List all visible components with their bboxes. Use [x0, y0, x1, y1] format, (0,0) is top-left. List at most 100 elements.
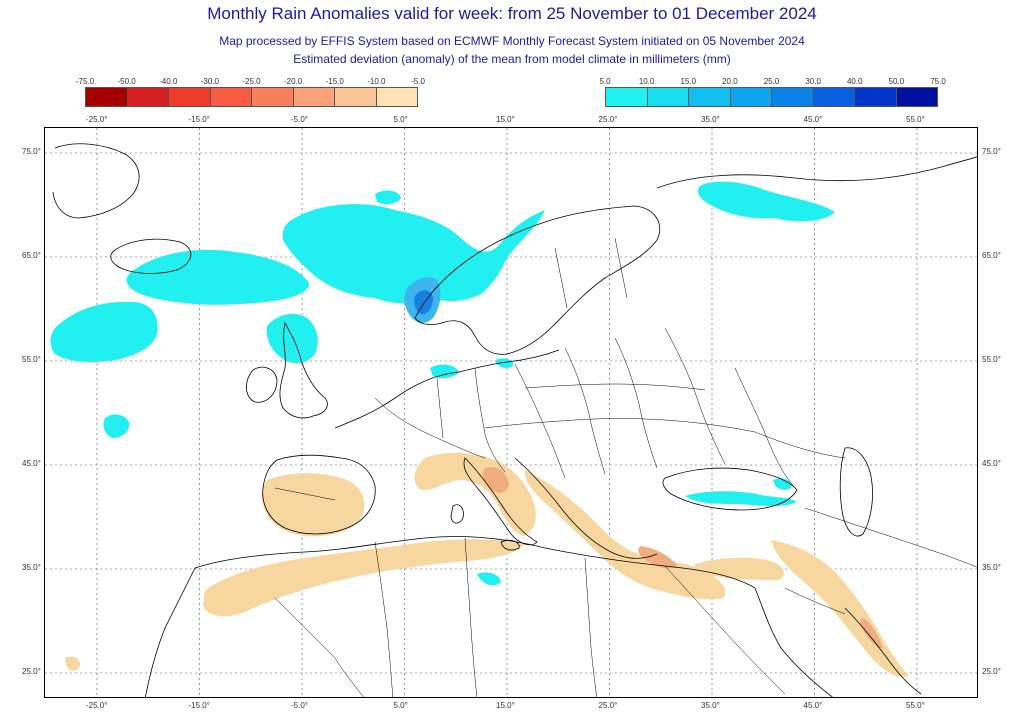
longitude-label: 35.0° [701, 701, 720, 710]
latitude-label: 25.0° [982, 667, 1001, 676]
dry-area-italy-alps [414, 452, 536, 536]
negative-legend-tick: -20.0 [284, 77, 303, 86]
border-s [274, 597, 364, 697]
positive-legend-swatch [730, 88, 772, 106]
border-q [664, 565, 786, 695]
negative-legend-tick: -25.0 [242, 77, 261, 86]
latitude-label: 35.0° [982, 563, 1001, 572]
wet-area-norwegian-sea [282, 204, 545, 304]
positive-legend-tick: 20.0 [722, 77, 738, 86]
latitude-label: 55.0° [22, 355, 41, 364]
negative-legend-tick: -50.0 [117, 77, 136, 86]
border-c [474, 367, 506, 473]
border-t [804, 507, 977, 568]
border-l [554, 247, 568, 309]
border-o [464, 537, 478, 697]
longitude-label: 55.0° [906, 115, 925, 124]
coast-black-sea [662, 467, 798, 511]
longitude-label: 5.0° [393, 115, 408, 124]
border-b [436, 377, 444, 439]
wet-area-scotland [266, 313, 318, 364]
dry-area-italy-core [482, 466, 509, 493]
coast-gulf [844, 607, 922, 695]
border-d [514, 363, 566, 479]
longitude-label: 35.0° [701, 115, 720, 124]
positive-legend-swatch [813, 88, 855, 106]
negative-legend-tick: -10.0 [367, 77, 386, 86]
negative-legend-tick: -75.0 [75, 77, 95, 86]
longitude-label: -15.0° [188, 115, 210, 124]
longitude-label: 15.0° [496, 115, 515, 124]
border-i [524, 383, 706, 391]
positive-legend-tick: 15.0 [680, 77, 697, 86]
positive-anomaly-legend: 5.0 10.0 15.0 20.0 25.0 30.0 40.0 50.0 75.0 [599, 77, 946, 111]
negative-legend-swatch [293, 88, 335, 106]
negative-legend-colorbar [85, 87, 418, 107]
negative-legend-ticks: -75.0 -50.0 -40.0 -30.0 -25.0 -20.0 -15.0 -10.0… [76, 77, 425, 87]
negative-legend-tick: -40.0 [159, 77, 178, 86]
positive-legend-tick: 40.0 [846, 77, 863, 86]
dry-area-north-africa [203, 539, 525, 617]
wet-anomaly-areas [50, 181, 835, 586]
longitude-label: 45.0° [803, 115, 823, 124]
dry-area-iberia [262, 473, 365, 537]
longitude-label: 25.0° [598, 701, 618, 710]
positive-legend-swatch [772, 88, 814, 106]
latitude-label: 45.0° [982, 459, 1001, 468]
longitude-label: -5.0° [291, 115, 308, 124]
wet-area-west-atlantic [50, 301, 158, 362]
negative-legend-tick: -30.0 [200, 77, 219, 86]
border-r [784, 587, 846, 615]
coast-greenland [52, 143, 140, 219]
negative-legend-tick: -15.0 [325, 77, 344, 86]
border-m [614, 237, 628, 299]
border-h [484, 418, 756, 433]
latitude-label: 75.0° [22, 147, 41, 156]
dry-area-balkans-greece [524, 470, 726, 600]
coast-north-russia [656, 156, 977, 189]
coast-corsica-sardinia [450, 504, 464, 524]
longitude-label: 25.0° [598, 115, 618, 124]
positive-legend-ticks: 5.0 10.0 15.0 20.0 25.0 30.0 40.0 50.0 75.0 [599, 77, 945, 87]
coast-balkans [514, 457, 658, 559]
negative-legend-swatch [252, 88, 294, 106]
latitude-label: 75.0° [982, 147, 1001, 156]
wet-area-baltic [495, 358, 514, 368]
dry-area-greece-core [638, 546, 677, 569]
coast-caspian [839, 447, 873, 537]
border-n [374, 541, 394, 697]
border-a [374, 397, 486, 459]
wet-area-north-atlantic [126, 249, 310, 305]
positive-legend-tick: 30.0 [805, 77, 821, 86]
wet-area-azores [103, 414, 130, 438]
border-e [564, 347, 606, 475]
longitude-label: -15.0° [188, 701, 210, 710]
positive-legend-tick: 50.0 [888, 77, 905, 86]
positive-legend-colorbar [605, 87, 938, 107]
longitude-label: -25.0° [86, 701, 108, 710]
coast-levant-arabia [754, 587, 834, 697]
map-subtitle-source: Map processed by EFFIS System based on E… [219, 34, 805, 48]
coast-west-africa [144, 567, 196, 697]
lat-lon-grid [45, 128, 977, 697]
wet-area-black-sea [685, 491, 797, 506]
wet-area-svalbard [375, 190, 401, 205]
wet-area-gulf-gabes [477, 572, 501, 586]
wet-area-barents [697, 181, 835, 222]
dry-area-canary [65, 656, 81, 671]
coast-sicily [500, 540, 520, 551]
country-borders [274, 237, 977, 697]
longitude-label: -25.0° [86, 115, 108, 124]
map-frame [44, 127, 978, 698]
positive-legend-tick: 25.0 [763, 77, 780, 86]
positive-legend-tick: 5.0 [599, 77, 611, 86]
map-title: Monthly Rain Anomalies valid for week: f… [207, 4, 817, 23]
positive-legend-swatch [896, 88, 937, 106]
negative-legend-swatch [127, 88, 169, 106]
latitude-label: 45.0° [22, 459, 41, 468]
latitude-label: 65.0° [22, 251, 41, 260]
latitude-label: 35.0° [22, 563, 41, 572]
longitude-label: -5.0° [291, 701, 308, 710]
negative-legend-tick: -5.0 [411, 77, 425, 86]
map-subtitle-description: Estimated deviation (anomaly) of the mea… [293, 52, 731, 66]
